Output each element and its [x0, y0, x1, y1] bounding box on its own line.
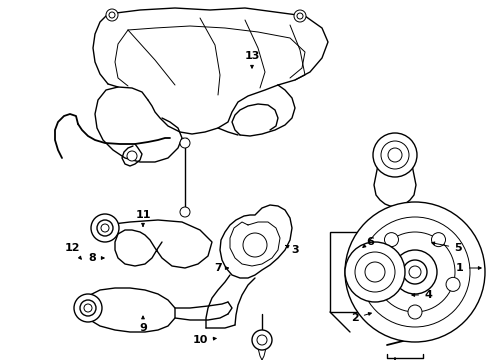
Circle shape [408, 305, 422, 319]
Circle shape [373, 133, 417, 177]
Circle shape [180, 207, 190, 217]
Circle shape [446, 277, 460, 291]
Circle shape [352, 246, 364, 258]
Circle shape [381, 141, 409, 169]
Circle shape [403, 260, 427, 284]
Polygon shape [220, 205, 292, 278]
Circle shape [106, 9, 118, 21]
Circle shape [74, 294, 102, 322]
Circle shape [388, 148, 402, 162]
Text: 13: 13 [245, 51, 260, 68]
Circle shape [355, 252, 395, 292]
Circle shape [91, 214, 119, 242]
Text: 6: 6 [363, 237, 374, 247]
Circle shape [180, 138, 190, 148]
Text: 5: 5 [432, 242, 462, 253]
Circle shape [345, 202, 485, 342]
Circle shape [243, 233, 267, 257]
Circle shape [257, 335, 267, 345]
Bar [330, 232, 425, 312]
Text: 4: 4 [412, 290, 432, 300]
Circle shape [109, 12, 115, 18]
Text: 3: 3 [286, 245, 299, 255]
Circle shape [80, 300, 96, 316]
Text: 9: 9 [139, 316, 147, 333]
Text: 11: 11 [135, 210, 151, 226]
Text: 12: 12 [64, 243, 81, 259]
Circle shape [409, 266, 421, 278]
Circle shape [360, 217, 470, 327]
Text: 2: 2 [351, 312, 371, 323]
Circle shape [84, 304, 92, 312]
Circle shape [393, 250, 437, 294]
Circle shape [101, 224, 109, 232]
Circle shape [365, 262, 385, 282]
Circle shape [97, 220, 113, 236]
Circle shape [127, 151, 137, 161]
Circle shape [252, 330, 272, 350]
Text: 10: 10 [192, 335, 216, 345]
Circle shape [432, 233, 445, 247]
Circle shape [375, 232, 455, 312]
Circle shape [370, 277, 384, 291]
Polygon shape [86, 288, 175, 332]
Text: 8: 8 [88, 253, 104, 263]
Circle shape [297, 13, 303, 19]
Text: 1: 1 [456, 263, 481, 273]
Text: 7: 7 [214, 263, 228, 273]
Circle shape [345, 242, 405, 302]
Circle shape [385, 233, 398, 247]
Circle shape [384, 287, 400, 303]
Polygon shape [340, 240, 376, 264]
Polygon shape [375, 278, 408, 312]
Circle shape [294, 10, 306, 22]
